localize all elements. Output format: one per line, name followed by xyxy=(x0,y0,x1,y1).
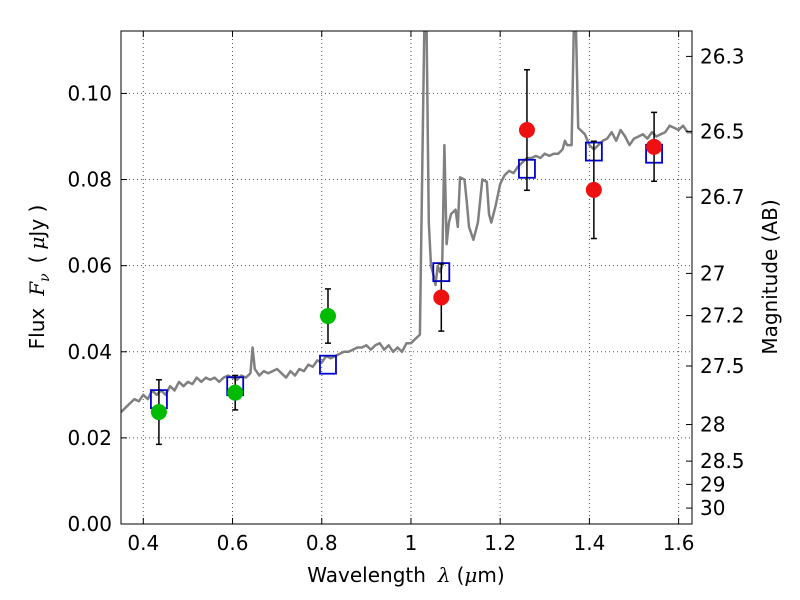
y-tick-label: 0.02 xyxy=(67,426,112,450)
right-tick-label: 28.5 xyxy=(700,449,745,473)
x-tick-label: 0.4 xyxy=(127,531,159,555)
right-tick-label: 27.2 xyxy=(700,304,745,328)
y-axis-title: FluxFν(μJy ) xyxy=(25,205,53,350)
right-tick-label: 26.3 xyxy=(700,44,745,68)
right-tick-label: 27 xyxy=(700,261,725,285)
right-tick-label: 27.5 xyxy=(700,354,745,378)
optical-point xyxy=(150,404,167,421)
right-tick-label: 30 xyxy=(700,496,725,520)
data-layer xyxy=(121,31,692,446)
ir-point xyxy=(646,138,663,155)
axis-ticks: 0.4 0.6 0.8 1 1.2 1.4 1.6 0.00 0.02 0.04 0.06 0.08 0… xyxy=(67,31,745,555)
spectrum-line xyxy=(121,31,692,413)
plot-frame xyxy=(120,30,693,525)
x-axis-title: Wavelength λ (μm) xyxy=(307,563,504,587)
x-tick-label: 0.8 xyxy=(306,531,338,555)
grid-lines xyxy=(121,31,692,525)
right-tick-label: 28 xyxy=(700,413,725,437)
x-tick-label: 1.2 xyxy=(484,531,516,555)
model-point xyxy=(319,354,337,375)
y-tick-label: 0.04 xyxy=(67,340,112,364)
y-tick-label: 0.10 xyxy=(67,81,112,105)
x-tick-label: 1.4 xyxy=(573,531,605,555)
x-tick-label: 0.6 xyxy=(217,531,249,555)
right-tick-label: 26.7 xyxy=(700,185,745,209)
optical-point xyxy=(227,384,244,401)
right-tick-label: 26.5 xyxy=(700,119,745,143)
y-tick-label: 0.06 xyxy=(67,254,112,278)
x-tick-label: 1 xyxy=(405,531,418,555)
ir-point xyxy=(433,289,450,306)
y-tick-label: 0.08 xyxy=(67,168,112,192)
right-tick-label: 29 xyxy=(700,472,725,496)
ir-point xyxy=(518,122,535,139)
y-tick-label: 0.00 xyxy=(67,512,112,536)
x-tick-label: 1.6 xyxy=(663,531,695,555)
right-axis-title: Magnitude (AB) xyxy=(758,199,782,354)
ir-point xyxy=(585,181,602,198)
optical-point xyxy=(319,308,336,325)
